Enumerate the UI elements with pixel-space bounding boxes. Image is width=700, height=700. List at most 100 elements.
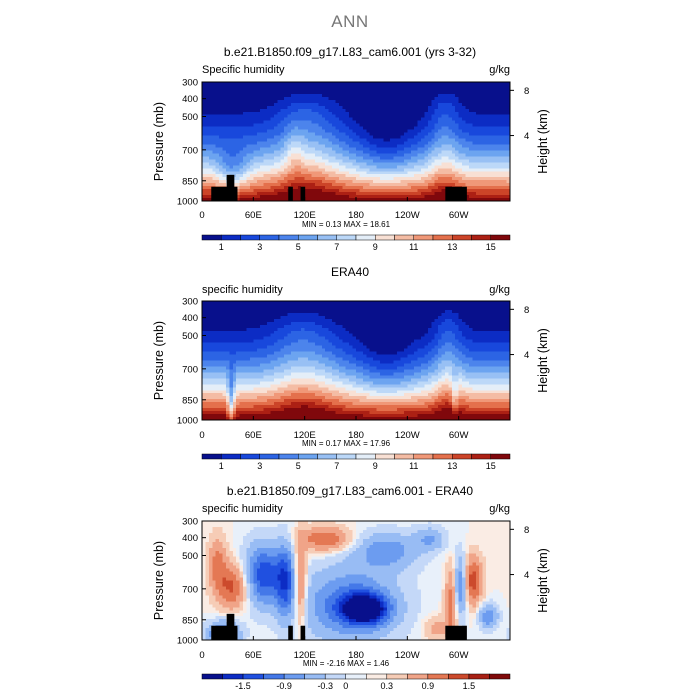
- heatmap-cell: [256, 186, 261, 190]
- heatmap-cell: [455, 156, 460, 160]
- heatmap-cell: [263, 144, 268, 149]
- heatmap-cell: [345, 198, 350, 202]
- heatmap-cell: [287, 324, 292, 329]
- heatmap-cell: [294, 384, 299, 388]
- heatmap-cell: [486, 198, 491, 202]
- heatmap-cell: [311, 342, 316, 347]
- heatmap-cell: [397, 120, 402, 125]
- heatmap-cell: [202, 360, 207, 365]
- heatmap-cell: [376, 165, 381, 169]
- heatmap-cell: [318, 126, 323, 131]
- heatmap-cell: [277, 354, 282, 359]
- heatmap-cell: [379, 141, 384, 146]
- heatmap-cell: [270, 387, 275, 391]
- heatmap-cell: [290, 180, 295, 184]
- heatmap-cell: [366, 195, 371, 199]
- heatmap-cell: [243, 402, 248, 406]
- heatmap-cell: [417, 126, 422, 131]
- heatmap-cell: [267, 405, 272, 409]
- heatmap-cell: [249, 369, 254, 373]
- heatmap-cell: [325, 186, 330, 190]
- heatmap-cell: [400, 189, 405, 193]
- heatmap-cell: [222, 102, 227, 107]
- heatmap-cell: [503, 108, 508, 113]
- colorbar-label: 15: [486, 242, 496, 252]
- heatmap-cell: [219, 114, 224, 119]
- heatmap-cell: [202, 348, 207, 353]
- heatmap-cell: [332, 168, 337, 172]
- heatmap-cell: [205, 321, 210, 326]
- heatmap-cell: [369, 159, 374, 163]
- heatmap-cell: [267, 159, 272, 163]
- heatmap-cell: [239, 87, 244, 92]
- heatmap-cell: [397, 192, 402, 196]
- heatmap-cell: [229, 301, 234, 305]
- heatmap-cell: [273, 375, 278, 379]
- heatmap-cell: [287, 84, 292, 89]
- heatmap-cell: [403, 192, 408, 196]
- heatmap-cell: [249, 417, 254, 421]
- heatmap-cell: [335, 177, 340, 181]
- heatmap-cell: [219, 411, 224, 415]
- heatmap-cell: [308, 111, 313, 116]
- heatmap-cell: [236, 82, 241, 86]
- heatmap-cell: [479, 111, 484, 116]
- heatmap-cell: [219, 171, 224, 175]
- heatmap-cell: [349, 180, 354, 184]
- heatmap-cell: [479, 141, 484, 146]
- heatmap-cell: [212, 372, 217, 376]
- heatmap-cell: [366, 117, 371, 122]
- heatmap-cell: [472, 171, 477, 175]
- heatmap-cell: [304, 342, 309, 347]
- heatmap-cell: [280, 342, 285, 347]
- heatmap-cell: [277, 327, 282, 332]
- heatmap-cell: [219, 309, 224, 314]
- heatmap-cell: [338, 198, 343, 202]
- heatmap-cell: [263, 108, 268, 113]
- heatmap-cell: [202, 375, 207, 379]
- heatmap-cell: [373, 93, 378, 98]
- heatmap-cell: [270, 147, 275, 152]
- heatmap-cell: [287, 162, 292, 166]
- heatmap-cell: [332, 82, 337, 86]
- heatmap-cell: [205, 414, 210, 418]
- heatmap-cell: [208, 198, 213, 202]
- heatmap-cell: [444, 138, 449, 143]
- heatmap-cell: [229, 375, 234, 379]
- heatmap-cell: [270, 102, 275, 107]
- heatmap-cell: [414, 96, 419, 101]
- heatmap-cell: [410, 82, 415, 86]
- heatmap-cell: [349, 111, 354, 116]
- heatmap-cell: [284, 408, 289, 412]
- heatmap-cell: [403, 82, 408, 86]
- heatmap-cell: [294, 381, 299, 385]
- heatmap-cell: [212, 129, 217, 134]
- heatmap-cell: [352, 192, 357, 196]
- heatmap-cell: [414, 192, 419, 196]
- heatmap-cell: [253, 351, 258, 356]
- heatmap-cell: [421, 114, 426, 119]
- heatmap-cell: [475, 159, 480, 163]
- heatmap-cell: [239, 171, 244, 175]
- heatmap-cell: [379, 84, 384, 89]
- heatmap-cell: [462, 162, 467, 166]
- heatmap-cell: [253, 369, 258, 373]
- heatmap-cell: [270, 411, 275, 415]
- heatmap-cell: [243, 102, 248, 107]
- heatmap-cell: [253, 384, 258, 388]
- heatmap-cell: [314, 141, 319, 146]
- heatmap-cell: [236, 129, 241, 134]
- heatmap-cell: [345, 141, 350, 146]
- heatmap-cell: [475, 93, 480, 98]
- heatmap-cell: [352, 138, 357, 143]
- heatmap-cell: [465, 108, 470, 113]
- heatmap-cell: [489, 129, 494, 134]
- heatmap-cell: [229, 363, 234, 368]
- heatmap-cell: [249, 183, 254, 187]
- heatmap-cell: [386, 129, 391, 134]
- heatmap-cell: [369, 108, 374, 113]
- heatmap-cell: [277, 192, 282, 196]
- heatmap-cell: [421, 144, 426, 149]
- heatmap-cell: [270, 408, 275, 412]
- heatmap-cell: [407, 168, 412, 172]
